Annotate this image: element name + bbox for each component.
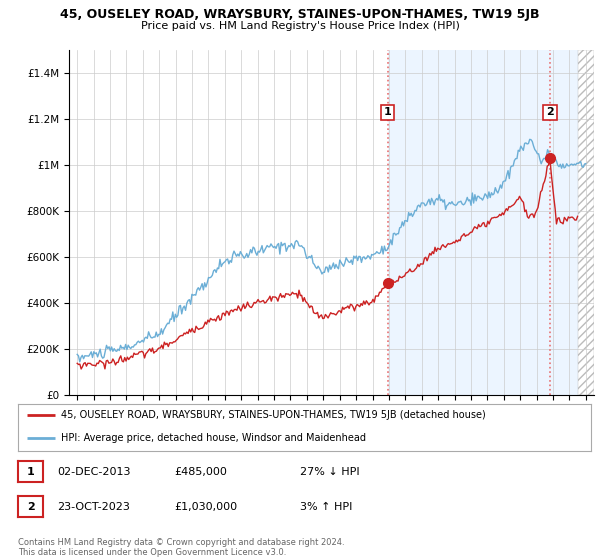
Text: 2: 2	[27, 502, 34, 512]
Text: Contains HM Land Registry data © Crown copyright and database right 2024.
This d: Contains HM Land Registry data © Crown c…	[18, 538, 344, 557]
Text: 23-OCT-2023: 23-OCT-2023	[57, 502, 130, 512]
Text: HPI: Average price, detached house, Windsor and Maidenhead: HPI: Average price, detached house, Wind…	[61, 433, 366, 444]
Bar	[578, 50, 594, 395]
Text: 27% ↓ HPI: 27% ↓ HPI	[300, 466, 359, 477]
Text: £1,030,000: £1,030,000	[174, 502, 237, 512]
Text: 45, OUSELEY ROAD, WRAYSBURY, STAINES-UPON-THAMES, TW19 5JB: 45, OUSELEY ROAD, WRAYSBURY, STAINES-UPO…	[60, 8, 540, 21]
Text: 3% ↑ HPI: 3% ↑ HPI	[300, 502, 352, 512]
Text: 1: 1	[27, 466, 34, 477]
Text: £485,000: £485,000	[174, 466, 227, 477]
Bar	[388, 50, 578, 395]
Text: 1: 1	[384, 108, 391, 118]
Text: Price paid vs. HM Land Registry's House Price Index (HPI): Price paid vs. HM Land Registry's House …	[140, 21, 460, 31]
Text: 2: 2	[546, 108, 554, 118]
Text: 45, OUSELEY ROAD, WRAYSBURY, STAINES-UPON-THAMES, TW19 5JB (detached house): 45, OUSELEY ROAD, WRAYSBURY, STAINES-UPO…	[61, 410, 486, 420]
Text: 02-DEC-2013: 02-DEC-2013	[57, 466, 131, 477]
